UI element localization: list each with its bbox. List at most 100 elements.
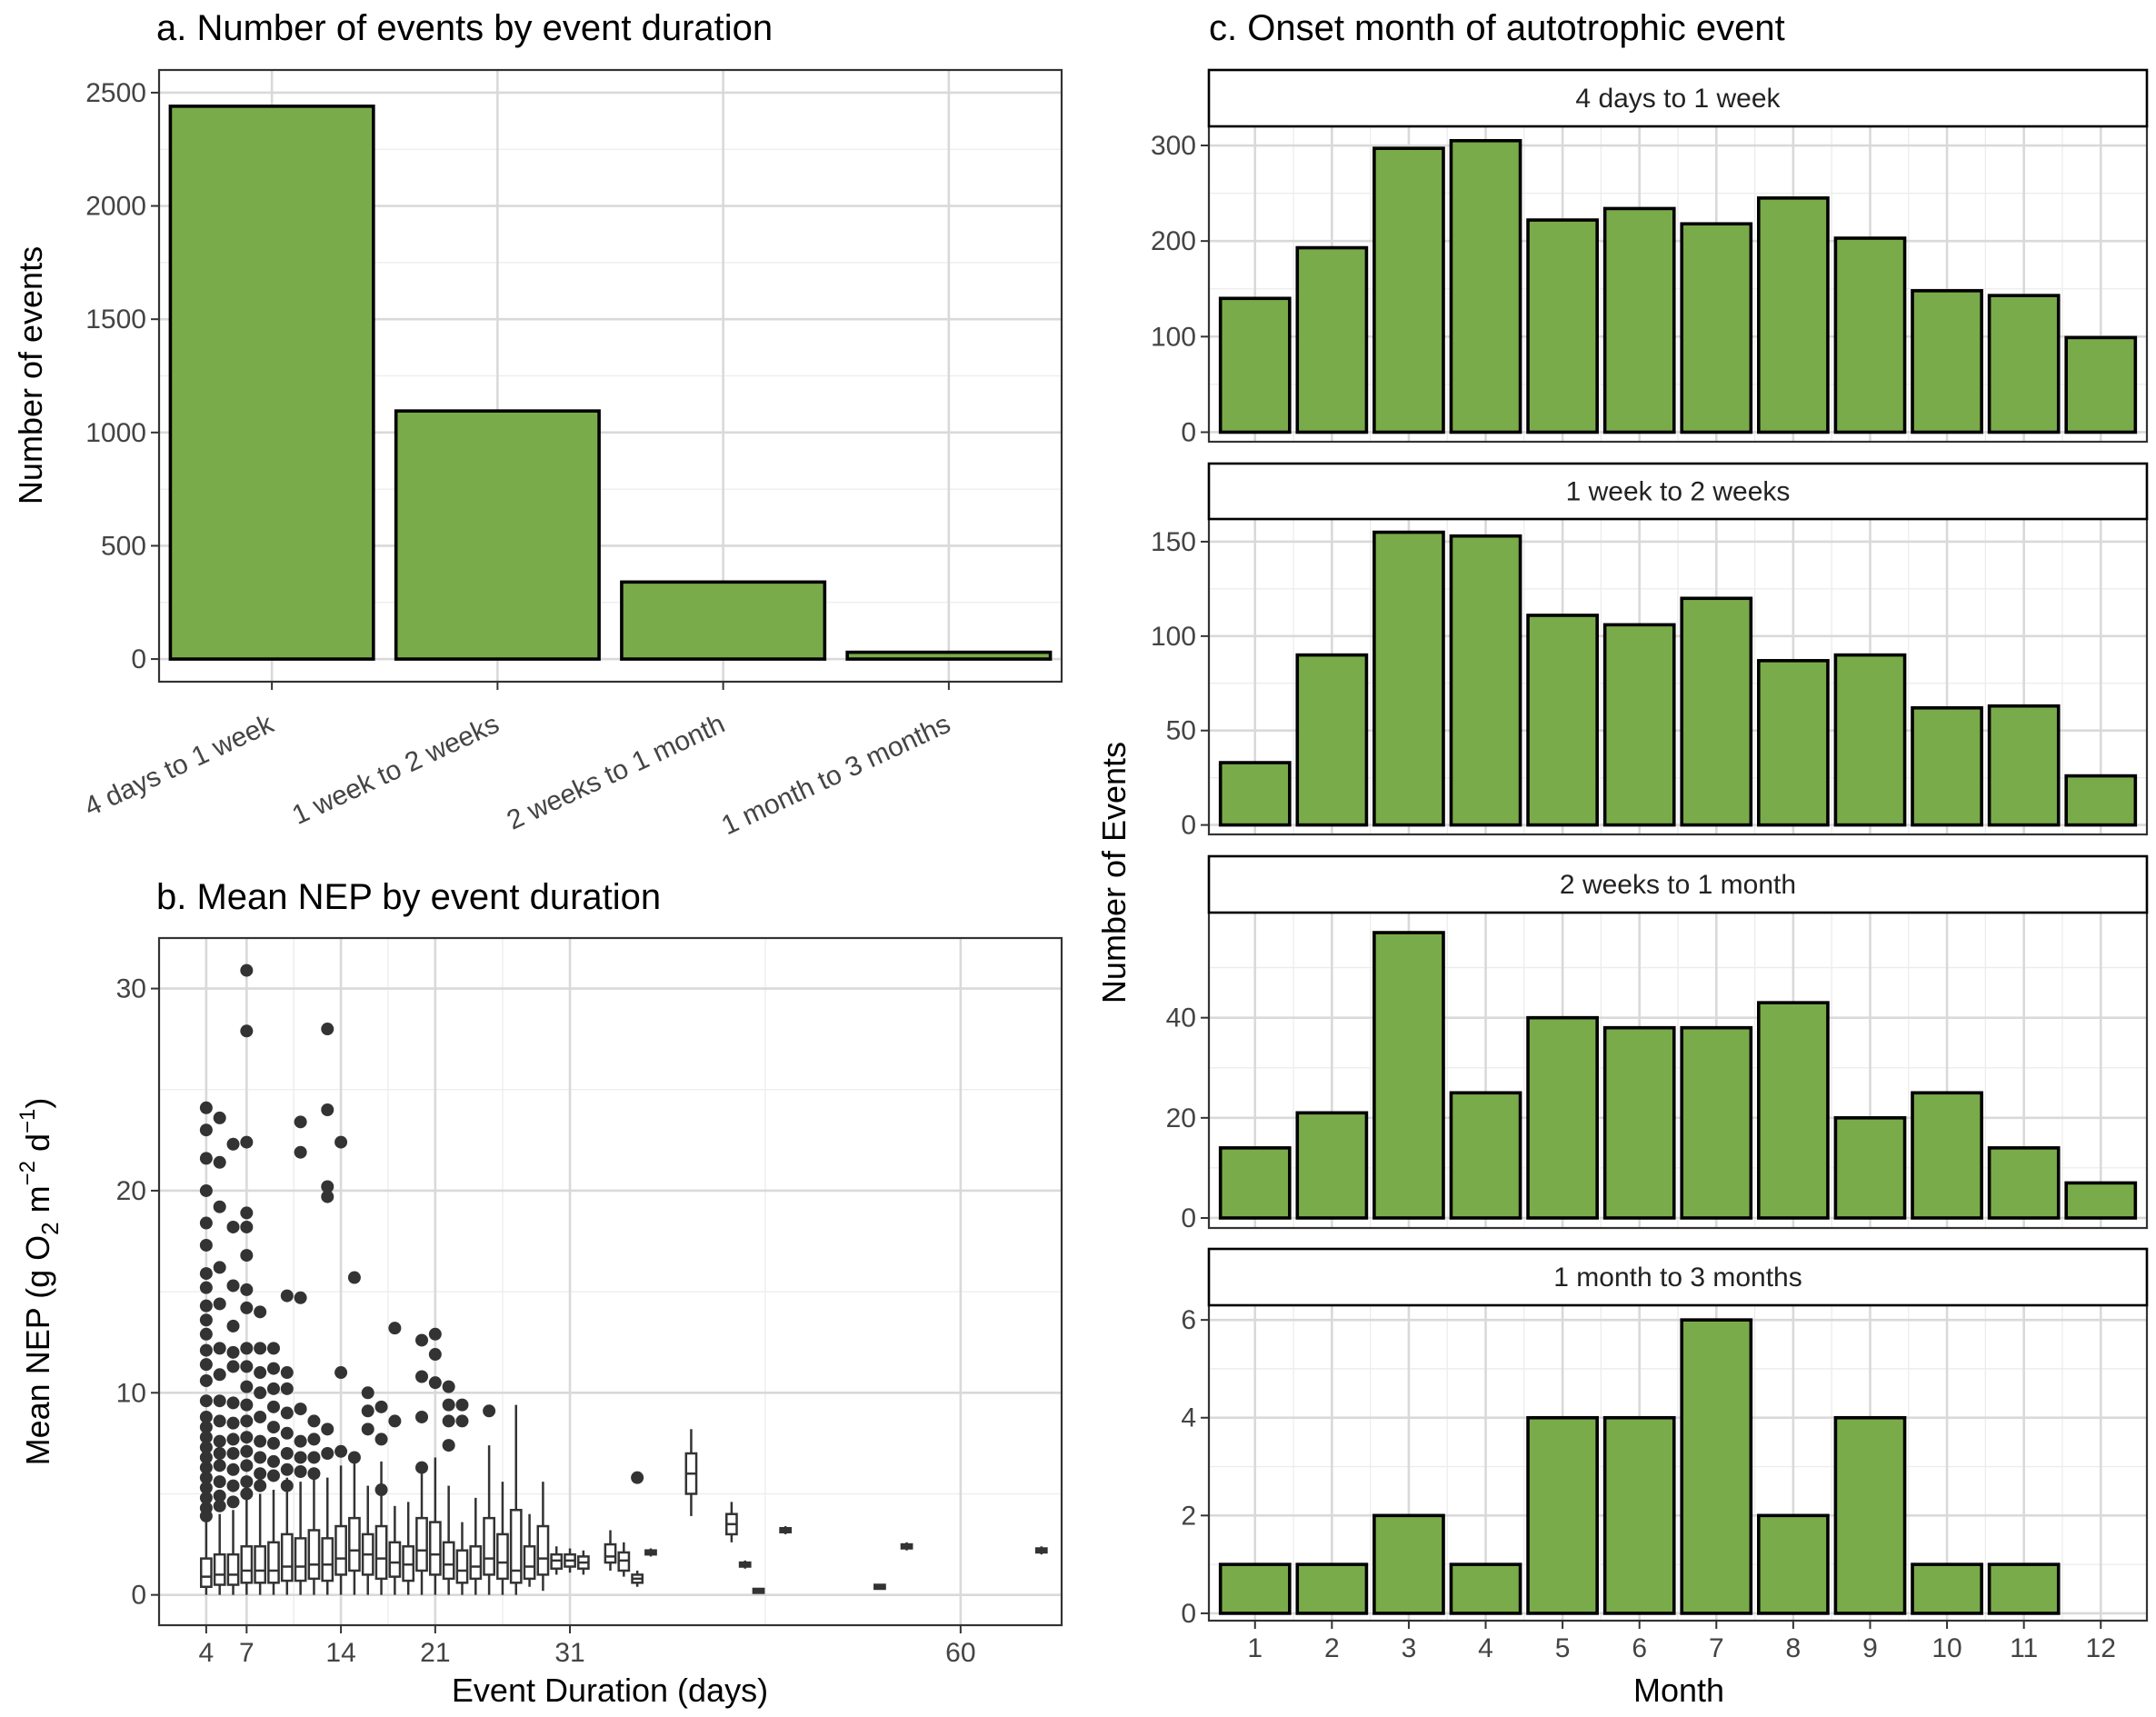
panel-c-bar [1987,294,2061,434]
panel-b-box [254,1545,267,1584]
panel-b-box [226,1552,240,1586]
panel-a-y-tick-label: 500 [101,531,146,561]
panel-b-outlier-point [415,1461,429,1474]
panel-b-outlier-point [226,1220,240,1233]
panel-b-outlier-point [442,1414,455,1428]
panel-b-outlier-point [347,1271,361,1284]
panel-b-outlier-point [334,1366,348,1380]
panel-c-bar [1911,289,1983,434]
panel-b-outlier-point [240,1398,254,1412]
panel-c-y-tick-label: 0 [1181,1599,1196,1629]
panel-b-outlier-point [240,1301,254,1314]
panel-c-facet-strip-label: 1 month to 3 months [1553,1263,1802,1293]
panel-c-x-ticks: 1 2 3 4 5 6 7 8 9 10 11 12 [1247,1621,2116,1663]
panel-b-outlier-point [199,1509,213,1522]
panel-b-outlier-point [240,1431,254,1444]
panel-c-facet-strip-label: 4 days to 1 week [1575,84,1781,114]
panel-b-box [321,1537,334,1582]
panel-c-facet-strip [1207,854,2149,914]
panel-b-outlier-point [199,1421,213,1434]
panel-b-outlier-point [415,1410,429,1423]
panel-c-x-tick-label: 12 [2086,1633,2116,1663]
panel-b-box [240,1545,254,1584]
panel-b-outlier-point [226,1360,240,1373]
panel-b-outlier-point [442,1398,455,1412]
panel-b-outlier-point [240,1206,254,1220]
panel-c-bar [1757,1001,1830,1220]
panel-b-outlier-point [307,1432,321,1446]
panel-b-outlier-point [226,1495,240,1509]
panel-b-box [523,1545,536,1581]
panel-c-bar [1449,138,1522,434]
panel-c-facet-strip-label: 2 weeks to 1 month [1560,870,1796,900]
panel-c-facet: 1 week to 2 weeks 0 50 100 150 [1151,462,2149,841]
panel-b-outlier-point [415,1333,429,1347]
panel-c-bar [1218,1146,1292,1220]
panel-b-outlier-point [240,1459,254,1472]
panel-b-outlier-point [388,1414,402,1428]
panel-b-border [157,936,1063,1627]
panel-c-y-tick-label: 20 [1166,1103,1196,1133]
panel-a-x-tick-label: 4 days to 1 week [80,708,279,822]
panel-b-outlier-point [240,1487,254,1501]
panel-c-x-tick-label: 4 [1478,1633,1493,1663]
panel-b-outlier-point [483,1404,496,1418]
panel-b-box [428,1521,442,1576]
panel-b-outlier-point [199,1267,213,1281]
panel-c-bar [1372,1513,1445,1615]
panel-b-grid [159,938,1062,1625]
panel-b-outlier-point [199,1441,213,1454]
panel-b-outlier-point [631,1471,644,1484]
panel-b-outlier-point [213,1342,226,1355]
panel-b-outlier-point [199,1343,213,1357]
panel-b-outlier-point [294,1403,307,1416]
panel-c-bar [1911,1091,1983,1220]
panel-b-x-tick-label: 7 [239,1638,255,1668]
panel-b-outlier-point [280,1447,294,1460]
panel-b-box [199,1557,213,1589]
panel-b-box [213,1552,226,1586]
panel-c-facet-strip [1207,68,2149,128]
panel-b-box [294,1537,307,1582]
panel-b-y-tick-label: 10 [116,1378,146,1408]
panel-b-outlier-point [321,1180,334,1193]
panel-c-x-tick-label: 11 [2010,1633,2038,1663]
panel-b-outlier-point [266,1436,280,1450]
panel-b-outlier-point [334,1444,348,1458]
panel-a-bar [620,580,827,661]
panel-b-outlier-point [213,1261,226,1274]
panel-b-outlier-point [213,1368,226,1382]
panel-b-outlier-point [280,1426,294,1440]
panel-b-outlier-point [254,1410,267,1423]
panel-c-x-tick-label: 3 [1402,1633,1417,1663]
panel-c-bar [1449,1091,1522,1220]
panel-c-y-tick-label: 100 [1151,622,1196,652]
panel-b-x-tick-label: 4 [199,1638,215,1668]
panel-c-x-tick-label: 6 [1632,1633,1647,1663]
panel-c-bar [1295,1111,1369,1220]
panel-b-outlier-point [199,1101,213,1114]
panel-c-bar [1295,245,1369,434]
panel-c-bar [1911,705,1983,827]
panel-c-bar [1911,1562,1983,1615]
panel-a-bar [168,105,375,661]
panel-b-x-tick-label: 31 [554,1638,584,1668]
panel-c-bar [1757,1513,1830,1615]
panel-b-y-axis-title: Mean NEP (g O2 m−2 d−1) [15,1098,64,1466]
panel-b-outlier-point [266,1362,280,1375]
panel-c-bar [1987,1146,2061,1220]
panel-b-box [442,1541,455,1581]
panel-b-outlier-point [280,1406,294,1420]
panel-b-outlier-point [266,1382,280,1395]
panel-c-x-tick-label: 2 [1324,1633,1340,1663]
panel-c-x-tick-label: 5 [1555,1633,1571,1663]
panel-a-y-tick-label: 2000 [85,192,146,222]
panel-b-outlier-point [442,1380,455,1393]
panel-c-facet: 4 days to 1 week 0 100 200 300 [1151,68,2149,447]
panel-a-x-tick-label: 1 month to 3 months [717,709,955,841]
panel-a-y-tick-label: 1000 [85,418,146,448]
panel-c-bar [1602,1415,1676,1615]
panel-c-bar [1218,296,1292,434]
panel-b-outlier-point [321,1190,334,1203]
